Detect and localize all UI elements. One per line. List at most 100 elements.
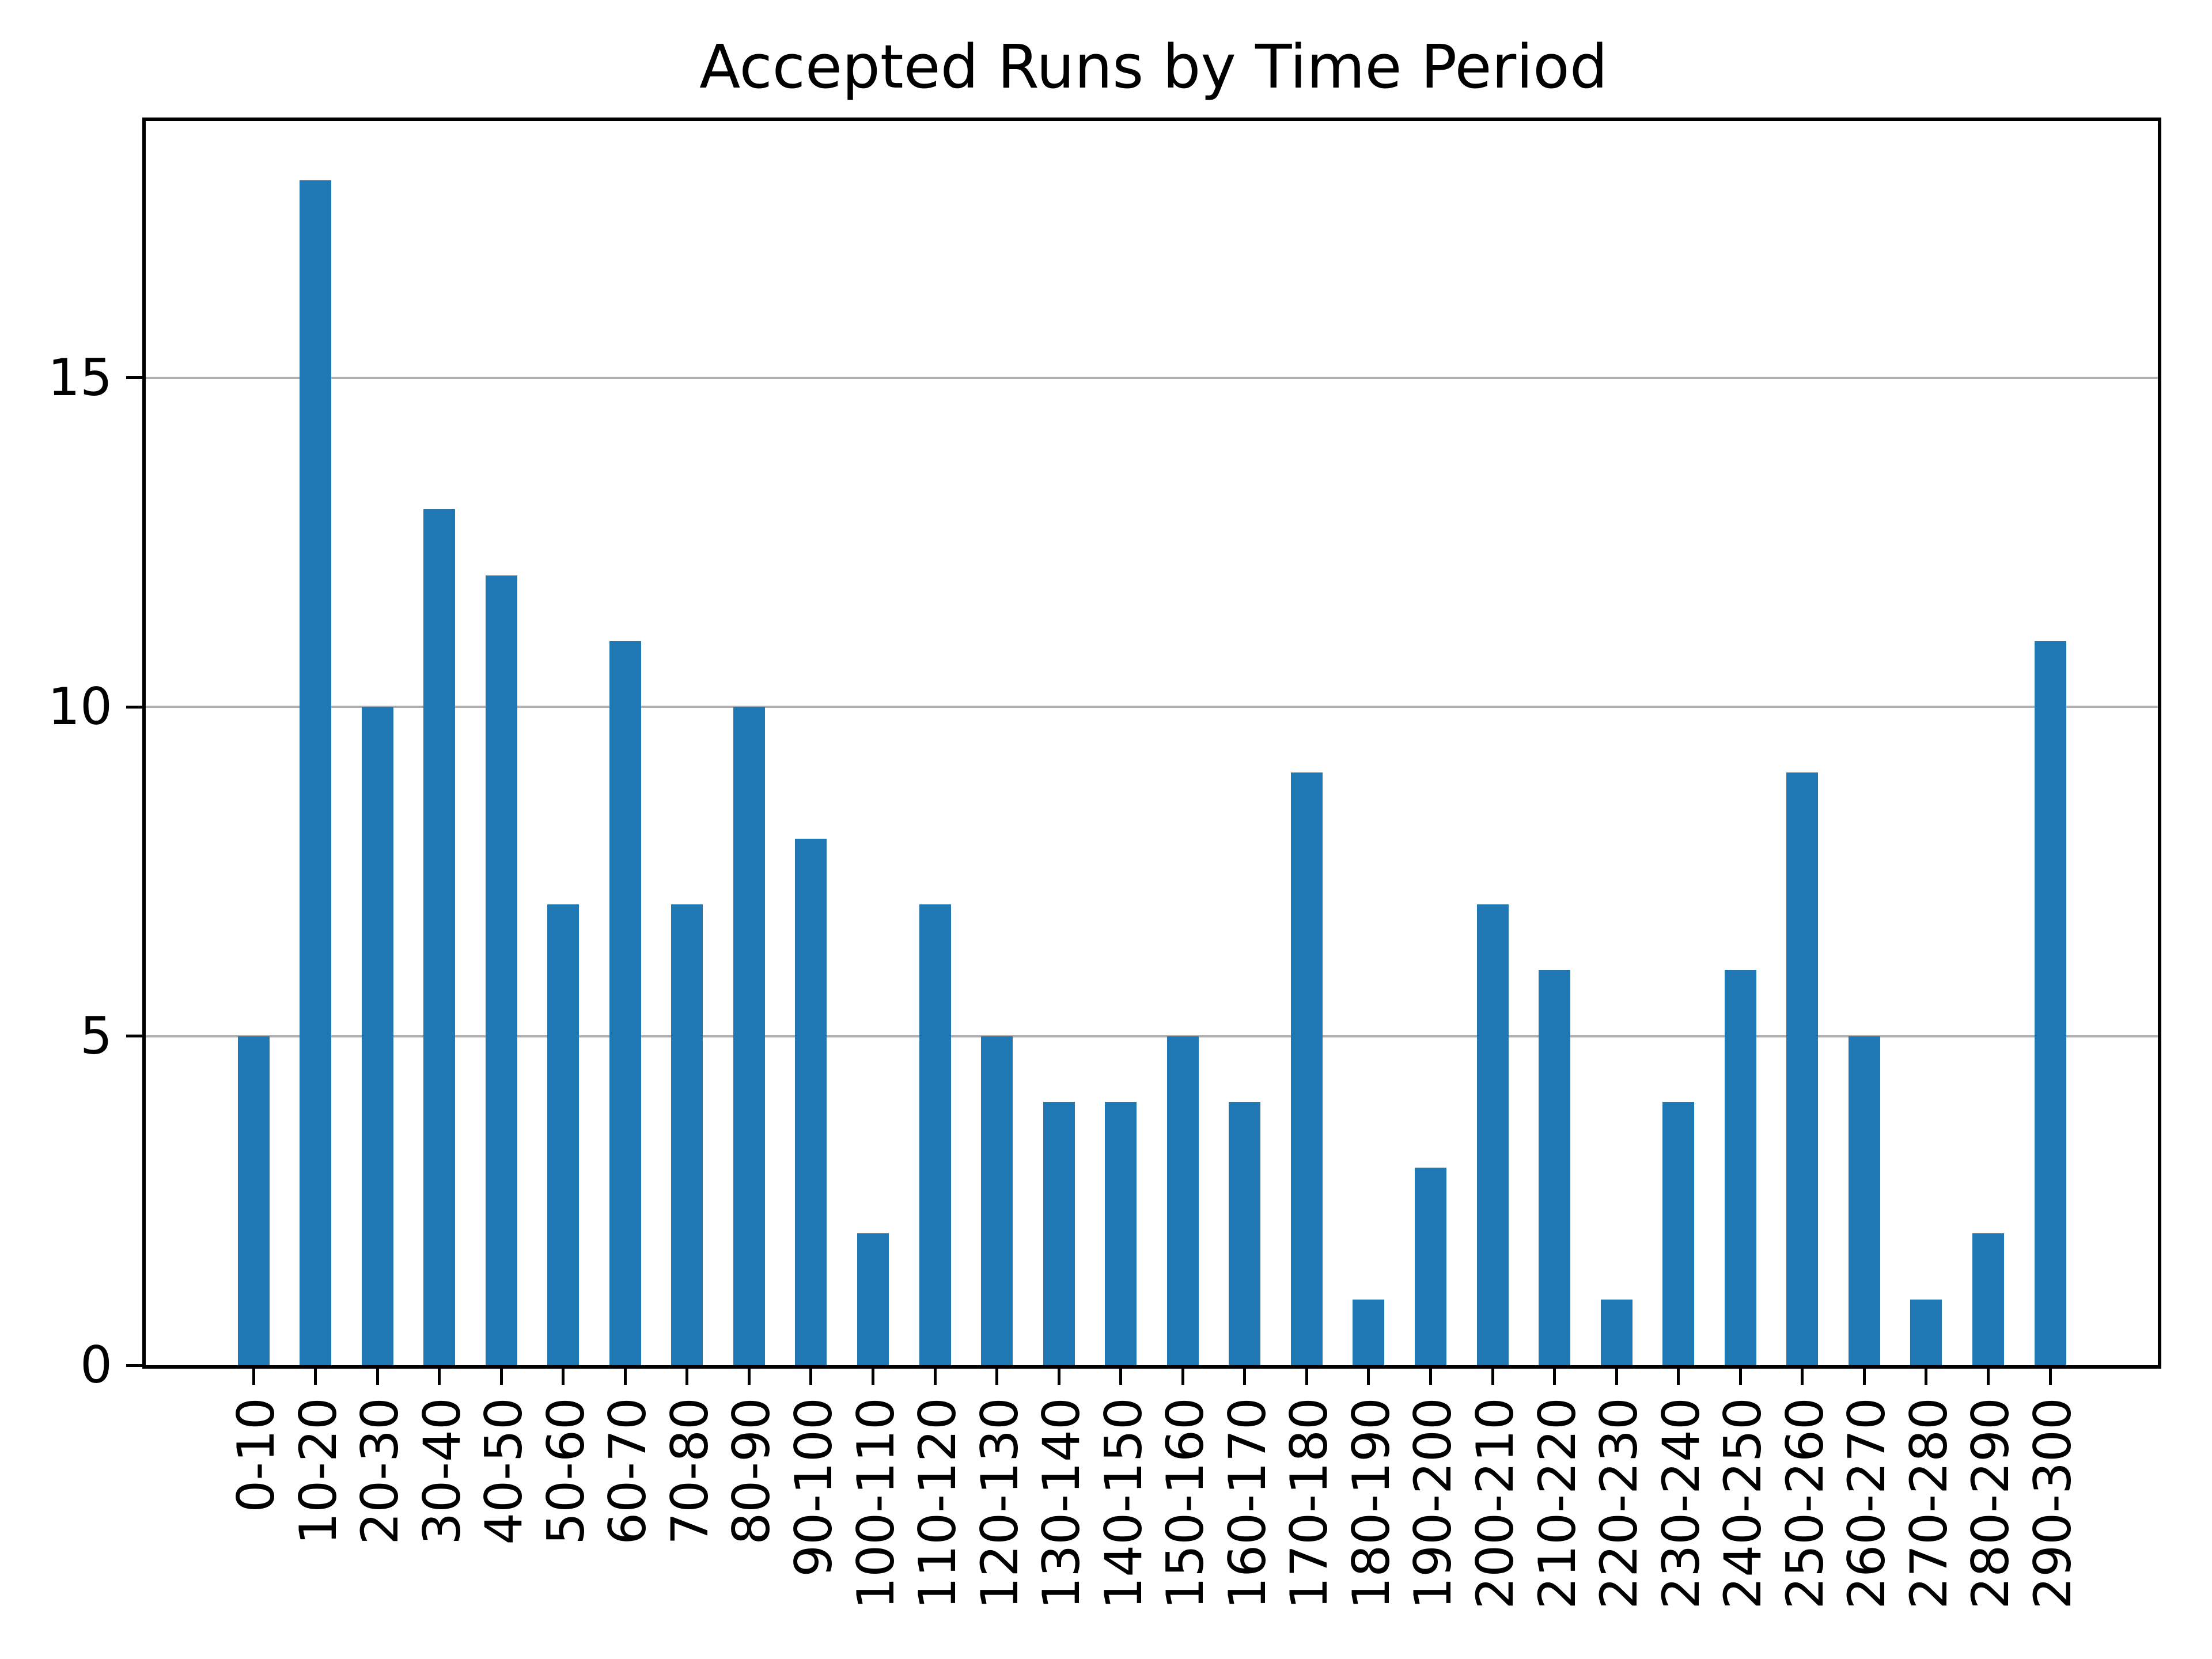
x-tick-label-80-90: 80-90 bbox=[722, 1397, 782, 1545]
x-axis-tick-100-110 bbox=[872, 1369, 875, 1385]
bar-280-290 bbox=[1972, 1233, 2004, 1365]
x-tick-label-130-140: 130-140 bbox=[1032, 1397, 1092, 1609]
bar-0-10 bbox=[237, 1036, 270, 1365]
x-tick-label-210-220: 210-220 bbox=[1527, 1397, 1587, 1609]
x-tick-label-290-300: 290-300 bbox=[2023, 1397, 2082, 1609]
x-tick-label-70-80: 70-80 bbox=[660, 1397, 719, 1545]
x-axis-tick-30-40 bbox=[438, 1369, 441, 1385]
x-axis-tick-90-100 bbox=[809, 1369, 813, 1385]
bar-200-210 bbox=[1476, 904, 1509, 1365]
x-axis-tick-10-20 bbox=[314, 1369, 317, 1385]
y-tick-label-0: 0 bbox=[80, 1335, 112, 1395]
x-axis-tick-170-180 bbox=[1305, 1369, 1308, 1385]
x-axis-tick-80-90 bbox=[747, 1369, 751, 1385]
x-axis-tick-260-270 bbox=[1862, 1369, 1866, 1385]
x-axis-tick-220-230 bbox=[1615, 1369, 1618, 1385]
x-tick-label-160-170: 160-170 bbox=[1217, 1397, 1277, 1609]
x-axis-tick-160-170 bbox=[1243, 1369, 1247, 1385]
x-tick-label-270-280: 270-280 bbox=[1899, 1397, 1959, 1609]
x-axis-tick-120-130 bbox=[995, 1369, 999, 1385]
bar-70-80 bbox=[671, 904, 703, 1365]
x-tick-label-120-130: 120-130 bbox=[969, 1397, 1029, 1609]
x-tick-label-240-250: 240-250 bbox=[1713, 1397, 1773, 1609]
plot-inner: 0 5 10 15 0-10 10-20 20-30 30-40 40-50 50-60 60-70… bbox=[48, 121, 2158, 1609]
bar-130-140 bbox=[1043, 1101, 1075, 1365]
y-tick-label-5: 5 bbox=[80, 1006, 112, 1066]
y-tick-label-10: 10 bbox=[48, 677, 112, 737]
x-axis-tick-140-150 bbox=[1119, 1369, 1123, 1385]
x-tick-label-190-200: 190-200 bbox=[1403, 1397, 1463, 1609]
x-axis-tick-250-260 bbox=[1801, 1369, 1804, 1385]
bar-170-180 bbox=[1290, 772, 1323, 1365]
x-tick-label-30-40: 30-40 bbox=[412, 1397, 472, 1545]
x-tick-label-10-20: 10-20 bbox=[288, 1397, 348, 1545]
bar-190-200 bbox=[1414, 1168, 1446, 1365]
bar-60-70 bbox=[609, 641, 641, 1365]
y-axis-tick-0 bbox=[126, 1363, 142, 1367]
y-axis-tick-10 bbox=[126, 705, 142, 709]
bar-140-150 bbox=[1105, 1101, 1137, 1365]
x-axis-tick-290-300 bbox=[2048, 1369, 2052, 1385]
y-axis-tick-5 bbox=[126, 1035, 142, 1038]
x-tick-label-150-160: 150-160 bbox=[1156, 1397, 1215, 1609]
x-tick-label-60-70: 60-70 bbox=[598, 1397, 658, 1545]
x-tick-label-0-10: 0-10 bbox=[226, 1397, 286, 1513]
y-tick-label-15: 15 bbox=[48, 347, 112, 407]
bar-270-280 bbox=[1910, 1299, 1942, 1365]
x-tick-label-230-240: 230-240 bbox=[1651, 1397, 1711, 1609]
x-axis-tick-70-80 bbox=[685, 1369, 689, 1385]
bar-230-240 bbox=[1662, 1101, 1695, 1365]
bar-110-120 bbox=[919, 904, 951, 1365]
bar-210-220 bbox=[1539, 970, 1571, 1365]
x-axis-tick-150-160 bbox=[1181, 1369, 1184, 1385]
x-tick-label-280-290: 280-290 bbox=[1961, 1397, 2021, 1609]
x-tick-label-140-150: 140-150 bbox=[1093, 1397, 1153, 1609]
x-axis-tick-230-240 bbox=[1677, 1369, 1680, 1385]
bar-220-230 bbox=[1600, 1299, 1633, 1365]
bar-150-160 bbox=[1166, 1036, 1199, 1365]
x-axis-tick-190-200 bbox=[1429, 1369, 1432, 1385]
x-axis-tick-0-10 bbox=[252, 1369, 255, 1385]
x-axis-tick-20-30 bbox=[376, 1369, 379, 1385]
bar-260-270 bbox=[1848, 1036, 1880, 1365]
gridline-y-5 bbox=[146, 1035, 2158, 1037]
bar-80-90 bbox=[733, 707, 765, 1365]
plot-area: 0 5 10 15 0-10 10-20 20-30 30-40 40-50 50-60 60-70… bbox=[48, 118, 2161, 1609]
gridline-y-10 bbox=[146, 706, 2158, 709]
gridline-y-15 bbox=[146, 376, 2158, 379]
bar-40-50 bbox=[485, 575, 517, 1365]
bar-290-300 bbox=[2034, 641, 2066, 1365]
bar-100-110 bbox=[857, 1233, 889, 1365]
x-tick-label-260-270: 260-270 bbox=[1837, 1397, 1897, 1609]
bar-160-170 bbox=[1229, 1101, 1261, 1365]
x-tick-label-40-50: 40-50 bbox=[474, 1397, 534, 1545]
x-tick-label-100-110: 100-110 bbox=[846, 1397, 906, 1609]
x-tick-label-20-30: 20-30 bbox=[350, 1397, 410, 1545]
x-axis-tick-270-280 bbox=[1925, 1369, 1928, 1385]
x-axis-tick-40-50 bbox=[499, 1369, 503, 1385]
bar-120-130 bbox=[981, 1036, 1013, 1365]
y-axis-tick-15 bbox=[126, 376, 142, 380]
x-axis-tick-240-250 bbox=[1738, 1369, 1742, 1385]
x-axis-tick-280-290 bbox=[1986, 1369, 1990, 1385]
x-axis-tick-60-70 bbox=[623, 1369, 627, 1385]
x-tick-label-180-190: 180-190 bbox=[1341, 1397, 1401, 1609]
x-axis-tick-180-190 bbox=[1367, 1369, 1370, 1385]
bar-90-100 bbox=[795, 838, 827, 1365]
chart-title: Accepted Runs by Time Period bbox=[699, 32, 1608, 102]
bar-30-40 bbox=[423, 509, 456, 1365]
x-axis-tick-210-220 bbox=[1553, 1369, 1556, 1385]
x-tick-label-200-210: 200-210 bbox=[1465, 1397, 1525, 1609]
x-tick-label-170-180: 170-180 bbox=[1279, 1397, 1339, 1609]
x-axis-tick-110-120 bbox=[933, 1369, 937, 1385]
x-axis-tick-200-210 bbox=[1491, 1369, 1494, 1385]
x-axis-tick-130-140 bbox=[1057, 1369, 1060, 1385]
x-tick-label-50-60: 50-60 bbox=[536, 1397, 596, 1545]
bar-250-260 bbox=[1786, 772, 1819, 1365]
x-tick-label-250-260: 250-260 bbox=[1775, 1397, 1835, 1609]
x-axis-tick-50-60 bbox=[562, 1369, 565, 1385]
x-tick-label-110-120: 110-120 bbox=[908, 1397, 968, 1609]
bar-240-250 bbox=[1724, 970, 1756, 1365]
bar-10-20 bbox=[300, 180, 332, 1365]
